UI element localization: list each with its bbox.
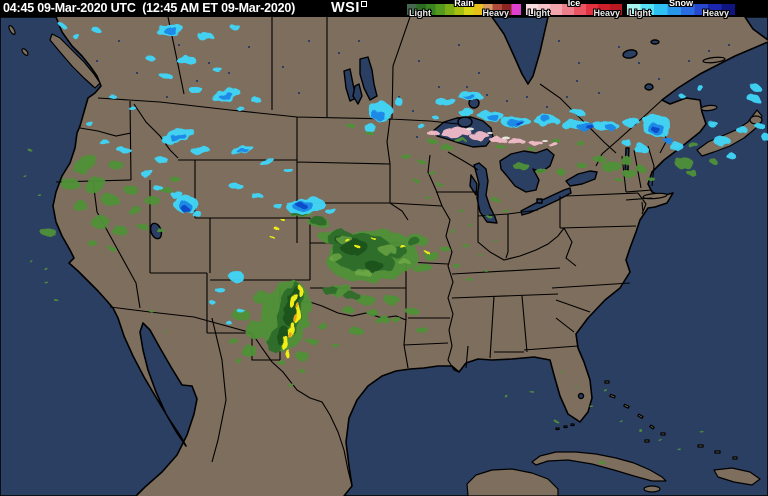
legend-ice-title: Ice [567,0,581,8]
logo-mark-icon [360,1,367,7]
legend-rain-title: Rain [454,0,474,8]
islands [8,24,763,496]
legend-ice: Ice Light Heavy [525,0,623,18]
hudson-bay [491,17,549,85]
legend-snow-title: Snow [669,0,693,8]
legend-snow-light-label: Light [629,8,651,18]
lake-winnipeg [359,56,378,101]
precip-legend: Rain Light Heavy Ice Light Heavy Snow Li… [406,0,736,18]
legend-ice-light-label: Light [528,8,550,18]
radar-rain-extreme-layer [288,302,299,338]
radar-map [0,17,768,496]
legend-rain: Rain Light Heavy [406,0,522,18]
legend-ice-heavy-label: Heavy [593,8,620,18]
ocean-water [0,17,768,496]
radar-snow-medium-layer [164,27,673,212]
legend-rain-light-label: Light [409,8,431,18]
header-bar: 04:45 09-Mar-2020 UTC (12:45 AM ET 09-Ma… [0,0,768,18]
legend-snow: Snow Light Heavy [626,0,736,18]
legend-snow-colorbar: Light Heavy [626,3,736,18]
radar-rain-intense-layer [271,217,429,358]
wsi-logo: WSI [331,0,367,16]
legend-snow-heavy-label: Heavy [702,8,729,18]
radar-snow-light-layer [57,21,768,325]
lake-erie [520,187,572,216]
radar-ice-layer [427,127,558,146]
radar-mixed-layer [466,127,548,142]
legend-ice-colorbar: Light Heavy [525,3,623,18]
legend-rain-heavy-label: Heavy [482,8,509,18]
lake-michigan [473,162,498,224]
radar-snow-heavy-layer [182,122,660,213]
lake-ontario [565,170,598,187]
wsi-logo-text: WSI [331,0,360,16]
timestamp: 04:45 09-Mar-2020 UTC (12:45 AM ET 09-Ma… [3,1,296,15]
pacific-ocean [0,17,198,496]
atlantic-gulf-water [343,17,768,496]
legend-rain-colorbar: Light Heavy [406,3,522,18]
